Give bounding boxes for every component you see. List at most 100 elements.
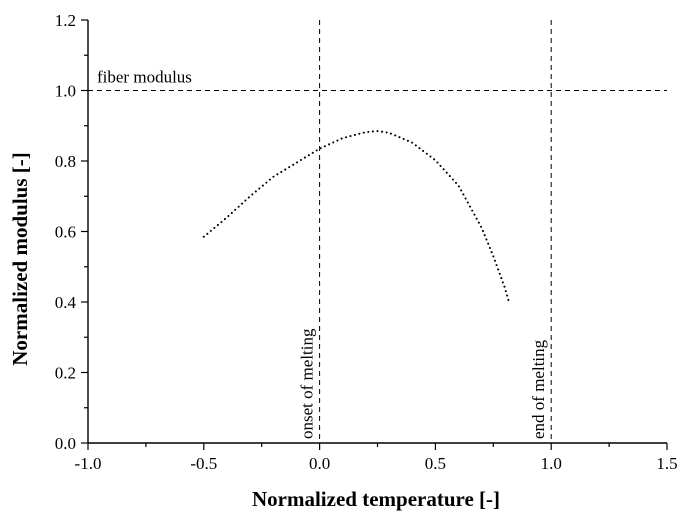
curve-point bbox=[213, 227, 215, 229]
curve-point bbox=[217, 224, 219, 226]
curve-point bbox=[349, 135, 351, 137]
curve-point bbox=[308, 154, 310, 156]
x-tick-label: 1.5 bbox=[656, 454, 677, 473]
curve-point bbox=[436, 161, 438, 163]
curve-point bbox=[269, 179, 271, 181]
curve-point bbox=[403, 138, 405, 140]
curve-point bbox=[449, 175, 451, 177]
curve-point bbox=[381, 131, 383, 133]
curve-point bbox=[296, 161, 298, 163]
curve-point bbox=[367, 131, 369, 133]
curve-point bbox=[407, 140, 409, 142]
curve-point bbox=[276, 173, 278, 175]
curve-point bbox=[489, 247, 491, 249]
curve-point bbox=[224, 218, 226, 220]
curve-point bbox=[426, 153, 428, 155]
curve-point bbox=[482, 230, 484, 232]
y-tick-label: 1.0 bbox=[55, 82, 76, 101]
curve-point bbox=[300, 159, 302, 161]
y-tick-label: 0.8 bbox=[55, 152, 76, 171]
curve-point bbox=[458, 185, 460, 187]
curve-point bbox=[206, 233, 208, 235]
plot-area: -1.0 -0.5 0.0 0.5 1.0 1.5 0.0 0.2 0.4 0.6 0.8 1.0 1.… bbox=[55, 11, 678, 473]
y-tick-label: 0.0 bbox=[55, 434, 76, 453]
curve-point bbox=[398, 136, 400, 138]
curve-point bbox=[484, 234, 486, 236]
onset-of-melting-label: onset of melting bbox=[298, 328, 317, 439]
y-tick-label: 0.6 bbox=[55, 223, 76, 242]
x-tick-label: 0.5 bbox=[425, 454, 446, 473]
curve-point bbox=[473, 214, 475, 216]
curve-point bbox=[452, 178, 454, 180]
curve-point bbox=[507, 299, 509, 301]
curve-point bbox=[251, 193, 253, 195]
curve-point bbox=[341, 138, 343, 140]
curve-point bbox=[494, 260, 496, 262]
x-tick-label: -0.5 bbox=[190, 454, 217, 473]
x-axis-title: Normalized temperature [-] bbox=[252, 487, 500, 511]
curve-point bbox=[460, 189, 462, 191]
curve-point bbox=[480, 226, 482, 228]
curve-point bbox=[433, 158, 435, 160]
curve-point bbox=[292, 164, 294, 166]
curve-point bbox=[469, 206, 471, 208]
curve-point bbox=[227, 215, 229, 217]
curve-point bbox=[203, 236, 205, 238]
x-tick-label: 0.0 bbox=[309, 454, 330, 473]
curve-point bbox=[220, 221, 222, 223]
curve-point bbox=[476, 218, 478, 220]
curve-point bbox=[411, 142, 413, 144]
curve-point bbox=[280, 171, 282, 173]
curve-point bbox=[492, 255, 494, 257]
y-axis-title: Normalized modulus [-] bbox=[8, 152, 32, 366]
curve-point bbox=[506, 294, 508, 296]
curve-point bbox=[496, 264, 498, 266]
curve-point bbox=[491, 251, 493, 253]
x-tick-label: 1.0 bbox=[541, 454, 562, 473]
curve-point bbox=[320, 147, 322, 149]
curve-point bbox=[312, 152, 314, 154]
curve-point bbox=[255, 190, 257, 192]
end-of-melting-label: end of melting bbox=[529, 339, 548, 439]
curve-point bbox=[262, 185, 264, 187]
curve-point bbox=[258, 187, 260, 189]
y-tick-label: 1.2 bbox=[55, 11, 76, 30]
curve-point bbox=[422, 150, 424, 152]
curve-point bbox=[288, 166, 290, 168]
curve-point bbox=[386, 131, 388, 133]
curve-point bbox=[244, 199, 246, 201]
curve-point bbox=[390, 133, 392, 135]
curve-point bbox=[502, 281, 504, 283]
curve-point bbox=[332, 141, 334, 143]
curve-point bbox=[284, 169, 286, 171]
curve-point bbox=[238, 206, 240, 208]
curve-point bbox=[505, 290, 507, 292]
curve-point bbox=[467, 201, 469, 203]
curve-point bbox=[487, 243, 489, 245]
curve-point bbox=[272, 176, 274, 178]
curve-point bbox=[455, 182, 457, 184]
curve-point bbox=[234, 209, 236, 211]
y-tick-label: 0.4 bbox=[55, 293, 77, 312]
curve-point bbox=[231, 212, 233, 214]
curve-point bbox=[363, 132, 365, 134]
curve-point bbox=[429, 155, 431, 157]
curve-point bbox=[316, 149, 318, 151]
curve-point bbox=[415, 144, 417, 146]
curve-point bbox=[328, 143, 330, 145]
curve-point bbox=[485, 238, 487, 240]
curve-point bbox=[499, 273, 501, 275]
curve-point bbox=[265, 182, 267, 184]
curve-point bbox=[336, 139, 338, 141]
curve-point bbox=[372, 130, 374, 132]
curve-point bbox=[497, 268, 499, 270]
curve-point bbox=[394, 134, 396, 136]
curve-point bbox=[500, 277, 502, 279]
fiber-modulus-label: fiber modulus bbox=[97, 68, 192, 87]
curve-point bbox=[324, 145, 326, 147]
curve-point bbox=[471, 210, 473, 212]
curve-point bbox=[345, 136, 347, 138]
curve-point bbox=[304, 157, 306, 159]
curve-point bbox=[465, 197, 467, 199]
